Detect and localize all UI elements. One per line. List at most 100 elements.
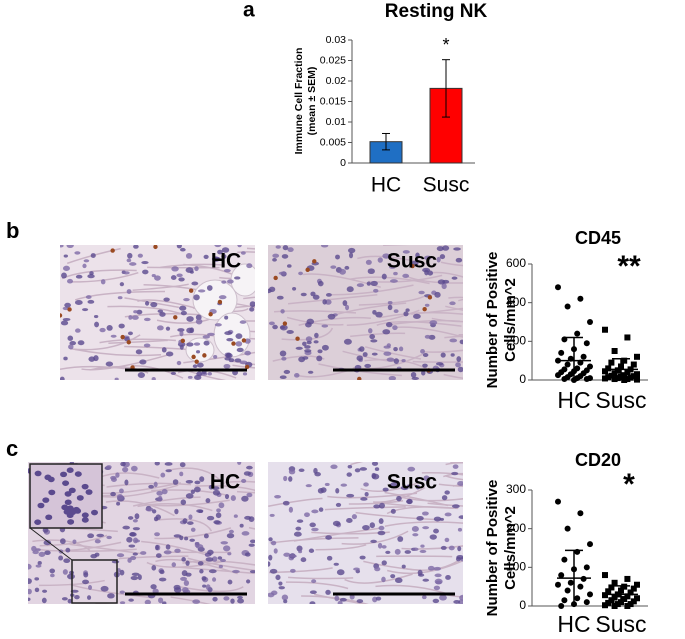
stained-cell <box>189 288 194 293</box>
fiber <box>344 573 413 584</box>
nucleus <box>133 310 138 314</box>
nucleus <box>302 356 309 360</box>
fiber <box>124 297 180 309</box>
fiber <box>386 319 461 326</box>
data-point <box>634 371 640 378</box>
nucleus <box>119 569 125 576</box>
nucleus <box>131 465 138 472</box>
nucleus <box>116 494 124 500</box>
nucleus <box>34 577 40 581</box>
y-tick-label: 0 <box>340 157 346 169</box>
nucleus <box>155 553 162 559</box>
y-axis-label: Cells/mm^2 <box>502 278 519 362</box>
nucleus <box>353 567 360 571</box>
nucleus <box>279 375 287 380</box>
nucleus <box>217 249 223 255</box>
nucleus <box>452 464 459 469</box>
fiber <box>443 373 463 379</box>
data-point <box>608 359 615 366</box>
nucleus <box>195 314 202 321</box>
nucleus <box>313 340 319 344</box>
nucleus <box>330 265 337 269</box>
fiber <box>350 332 406 338</box>
nucleus <box>213 355 218 359</box>
fiber <box>268 497 323 507</box>
nucleus <box>58 555 64 561</box>
stained-cell <box>173 315 178 320</box>
nucleus <box>457 546 462 552</box>
nucleus <box>100 279 106 285</box>
data-point <box>577 295 584 302</box>
nucleus <box>248 516 255 522</box>
nucleus <box>346 493 355 498</box>
nucleus <box>171 562 177 568</box>
nucleus <box>378 518 384 524</box>
nucleus <box>304 349 312 353</box>
nucleus <box>378 525 385 531</box>
nucleus <box>366 281 371 286</box>
nucleus <box>180 499 187 506</box>
nucleus <box>422 526 430 530</box>
data-point <box>602 572 608 579</box>
nucleus <box>127 516 134 520</box>
stained-cell <box>422 306 427 312</box>
nucleus <box>193 342 201 346</box>
nucleus <box>224 357 231 361</box>
nucleus <box>172 479 179 485</box>
nucleus <box>180 576 187 581</box>
data-point <box>587 541 593 548</box>
nucleus <box>434 291 441 298</box>
nucleus <box>457 366 463 373</box>
data-point <box>621 377 628 383</box>
nucleus <box>281 356 287 361</box>
chart-title: Resting NK <box>385 1 488 22</box>
nucleus <box>114 377 119 380</box>
nucleus <box>154 275 161 281</box>
fiber <box>178 566 255 575</box>
nucleus <box>378 502 386 509</box>
nucleus <box>309 522 316 528</box>
nucleus <box>199 476 205 482</box>
nucleus <box>88 584 93 590</box>
fiber <box>330 284 414 296</box>
nucleus <box>185 479 194 484</box>
stained-cell <box>126 340 131 345</box>
nucleus <box>117 296 123 300</box>
stained-cell <box>60 313 63 318</box>
data-point <box>564 361 571 368</box>
data-point <box>602 326 608 333</box>
nucleus <box>226 338 234 342</box>
data-point <box>624 334 631 341</box>
nucleus <box>82 263 87 269</box>
nucleus <box>110 334 117 338</box>
fiber <box>39 579 105 587</box>
fiber <box>405 275 463 284</box>
fiber <box>285 581 349 590</box>
fiber <box>444 335 463 339</box>
data-point <box>608 584 615 591</box>
nucleus <box>160 472 166 478</box>
tissue <box>268 462 463 604</box>
nucleus <box>336 569 345 576</box>
nucleus <box>389 482 398 488</box>
nucleus <box>144 301 150 306</box>
fiber <box>324 506 406 511</box>
fat-cell <box>213 312 251 358</box>
nucleus <box>441 495 448 501</box>
data-point <box>621 357 628 364</box>
nucleus <box>311 579 317 584</box>
data-point <box>624 593 631 600</box>
nucleus <box>248 543 255 547</box>
nucleus <box>346 286 354 293</box>
nucleus <box>188 514 193 520</box>
nucleus <box>220 558 226 563</box>
nucleus <box>129 262 137 266</box>
nucleus <box>321 324 329 328</box>
stained-cell <box>153 245 158 250</box>
nucleus <box>151 565 157 571</box>
fiber <box>243 296 255 300</box>
nucleus <box>111 477 117 482</box>
nucleus <box>453 247 461 251</box>
nucleus <box>85 489 93 495</box>
x-tick-label: HC <box>557 611 590 637</box>
